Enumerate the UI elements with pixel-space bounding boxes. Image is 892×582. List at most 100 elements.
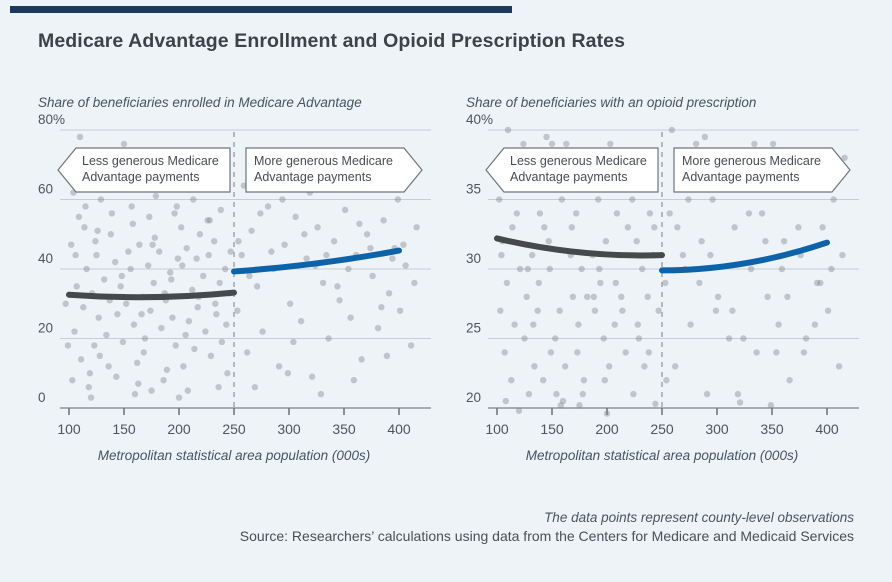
- data-point: [385, 290, 393, 297]
- data-point: [62, 300, 69, 307]
- data-point: [543, 133, 550, 141]
- data-point: [645, 349, 652, 356]
- data-point: [234, 307, 241, 314]
- data-point: [597, 279, 604, 287]
- data-point: [118, 272, 126, 280]
- y-tick-label: 35: [466, 182, 481, 197]
- data-point: [117, 283, 124, 290]
- data-point: [213, 310, 220, 318]
- data-point: [576, 402, 583, 409]
- data-point: [279, 196, 286, 203]
- data-point: [520, 140, 527, 148]
- data-point: [127, 265, 134, 273]
- data-point: [652, 400, 659, 408]
- data-point: [156, 248, 163, 255]
- x-tick-label: 100: [57, 421, 81, 437]
- less-generous-callout-box: [57, 147, 231, 193]
- data-point: [696, 279, 703, 287]
- data-point: [71, 328, 78, 335]
- data-point: [317, 390, 325, 398]
- data-point: [619, 307, 626, 314]
- data-point: [175, 394, 183, 401]
- data-point: [547, 349, 555, 356]
- data-point: [286, 300, 294, 307]
- data-point: [644, 293, 651, 300]
- data-point: [77, 356, 85, 363]
- data-point: [141, 335, 149, 342]
- data-point: [574, 349, 581, 356]
- data-point: [91, 342, 98, 349]
- y-tick-label: 40: [38, 251, 53, 266]
- x-tick-label: 150: [540, 421, 564, 437]
- data-point: [135, 380, 142, 387]
- data-point: [259, 328, 266, 335]
- data-point: [828, 265, 835, 273]
- data-point: [613, 210, 621, 217]
- data-point: [158, 324, 165, 332]
- data-point: [503, 279, 511, 287]
- data-point: [222, 265, 229, 273]
- data-point: [206, 217, 213, 224]
- data-point: [511, 321, 518, 328]
- data-point: [546, 265, 553, 273]
- data-point: [541, 224, 548, 231]
- data-point: [367, 244, 374, 252]
- data-point: [151, 234, 158, 241]
- x-tick-label: 100: [485, 421, 509, 437]
- data-point: [729, 307, 736, 314]
- data-point: [86, 370, 94, 377]
- accent-bar: [10, 6, 512, 13]
- data-point: [579, 390, 586, 398]
- data-point: [800, 349, 808, 356]
- data-point: [655, 307, 662, 314]
- data-point: [540, 377, 547, 384]
- data-point: [80, 304, 87, 311]
- data-point: [253, 283, 261, 290]
- data-point: [358, 356, 365, 363]
- data-point: [167, 269, 174, 276]
- figure-title: Medicare Advantage Enrollment and Opioid…: [38, 30, 626, 52]
- data-point: [508, 377, 515, 384]
- x-tick-label: 350: [332, 421, 356, 437]
- data-point: [149, 241, 156, 248]
- data-point: [516, 265, 524, 273]
- data-point: [687, 321, 694, 328]
- more-generous-callout-box: [245, 147, 423, 193]
- data-point: [251, 383, 259, 391]
- data-point: [383, 352, 391, 360]
- data-point: [369, 272, 376, 280]
- y-tick-label: 30: [466, 251, 481, 266]
- data-point: [633, 238, 640, 245]
- footer-source: Source: Researchers’ calculations using …: [239, 528, 854, 544]
- data-point: [662, 279, 669, 287]
- data-point: [238, 251, 245, 259]
- data-point: [596, 265, 603, 273]
- data-point: [125, 248, 132, 255]
- data-point: [736, 399, 744, 406]
- data-point: [94, 227, 101, 234]
- fit-line-more-generous: [659, 239, 830, 274]
- data-point: [556, 307, 563, 314]
- data-point: [578, 265, 585, 273]
- data-point: [400, 241, 407, 248]
- data-point: [534, 307, 541, 314]
- data-point: [552, 335, 559, 342]
- data-point: [64, 342, 72, 349]
- data-point: [545, 238, 552, 245]
- data-point: [413, 224, 420, 231]
- data-point: [731, 224, 738, 231]
- y-tick-label: 80%: [38, 112, 65, 127]
- data-point: [672, 363, 679, 370]
- data-point: [334, 283, 341, 290]
- data-point: [557, 402, 564, 409]
- data-point: [72, 251, 79, 259]
- data-point: [685, 196, 692, 203]
- data-point: [97, 196, 105, 203]
- data-point: [811, 321, 819, 328]
- less-generous-label: Advantage payments: [82, 170, 199, 184]
- x-tick-label: 400: [815, 421, 839, 437]
- data-point: [246, 272, 253, 280]
- y-tick-label: 25: [466, 321, 481, 336]
- data-point: [180, 363, 187, 370]
- data-point: [178, 224, 185, 231]
